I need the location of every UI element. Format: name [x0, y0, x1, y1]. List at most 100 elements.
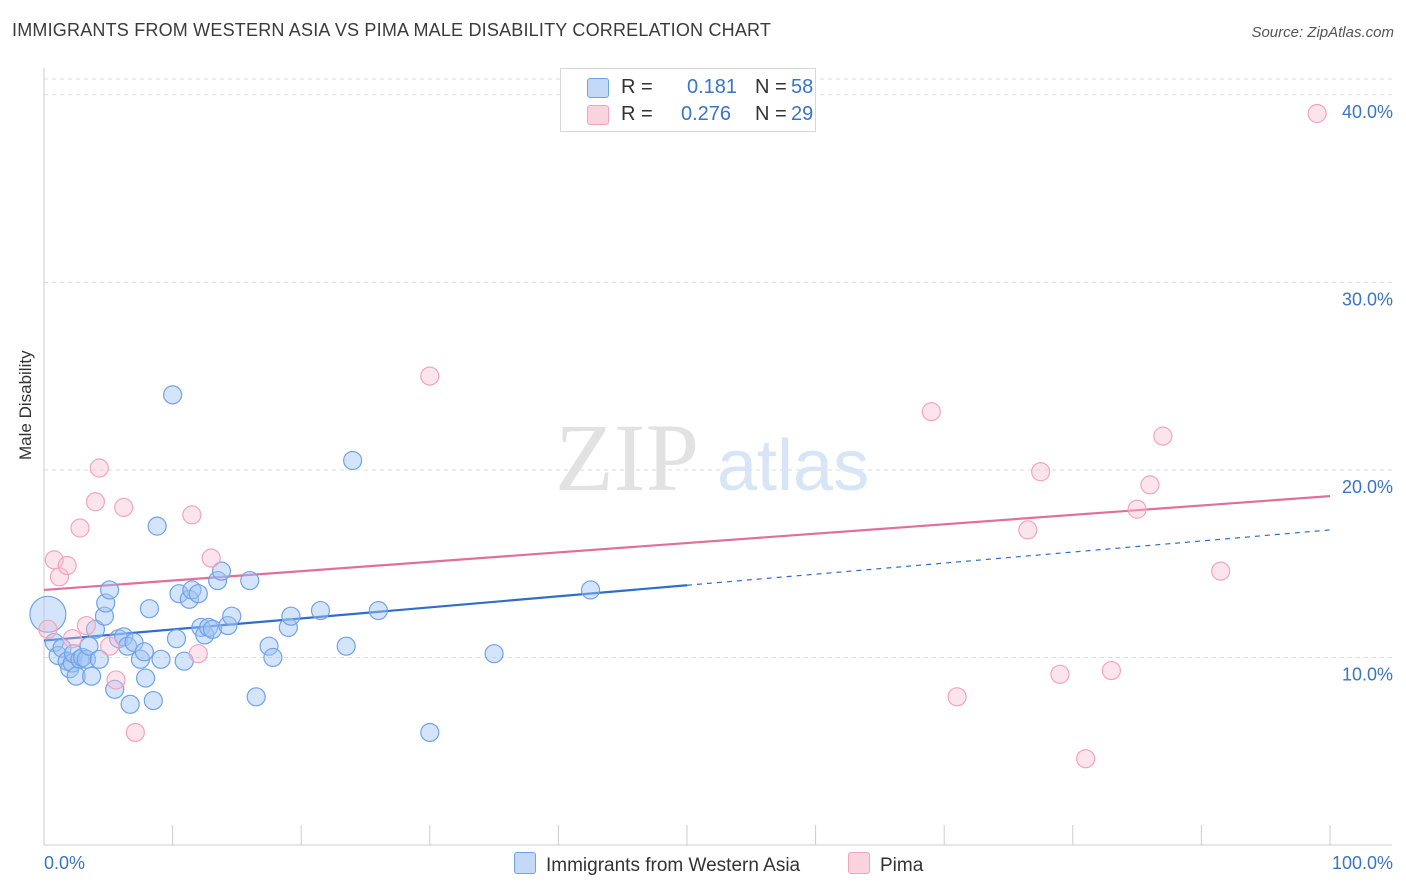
- y-tick-label: 40.0%: [1342, 102, 1393, 122]
- axes: [43, 68, 1392, 846]
- y-tick-label: 10.0%: [1342, 664, 1393, 684]
- watermark-atlas: atlas: [717, 426, 869, 506]
- bottom-legend-series-2: Pima: [848, 852, 923, 877]
- data-point-series-1: [208, 570, 228, 591]
- data-point-series-2: [182, 505, 202, 525]
- data-point-series-2: [1076, 749, 1096, 769]
- data-point-series-1: [484, 644, 504, 664]
- data-point-series-1: [278, 617, 298, 638]
- bottom-legend-label-2: Pima: [880, 855, 924, 876]
- data-point-series-1: [281, 606, 301, 626]
- data-point-series-1: [114, 627, 134, 647]
- data-point-series-2: [85, 492, 106, 512]
- legend-r-value-2: 0.276: [681, 103, 732, 125]
- data-point-series-2: [99, 636, 120, 656]
- bottom-legend-series-1: Immigrants from Western Asia: [514, 852, 800, 877]
- data-point-series-1: [263, 647, 283, 668]
- data-point-series-1: [420, 722, 440, 743]
- chart-title: IMMIGRANTS FROM WESTERN ASIA VS PIMA MAL…: [12, 20, 772, 40]
- bottom-legend-swatch-1: [514, 852, 536, 874]
- data-point-series-1: [343, 450, 363, 471]
- data-point-series-2: [1018, 520, 1038, 540]
- data-point-series-2: [1101, 660, 1121, 681]
- y-tick-label: 20.0%: [1342, 477, 1393, 497]
- x-tick-label-min: 0.0%: [44, 853, 85, 873]
- data-point-series-1: [310, 600, 331, 621]
- data-point-series-2: [1211, 561, 1231, 581]
- series-1-swatch: [587, 78, 609, 98]
- trend-line-series-1: [43, 584, 688, 642]
- data-point-series-1: [580, 580, 601, 600]
- grid-lines: [44, 78, 1392, 658]
- data-point-series-1: [211, 561, 232, 581]
- legend-n-value-2: 29: [791, 103, 814, 125]
- data-point-series-1: [202, 619, 223, 639]
- data-point-series-1: [169, 584, 189, 604]
- data-point-series-2: [76, 615, 97, 636]
- data-point-series-1: [246, 687, 266, 707]
- legend-n-label-2: N =: [755, 103, 787, 125]
- bottom-legend-swatch-2: [848, 852, 870, 874]
- data-point-series-2: [420, 366, 440, 386]
- data-point-series-2: [1307, 103, 1327, 124]
- source-label: Source: ZipAtlas.com: [1251, 24, 1394, 41]
- data-point-series-2: [188, 644, 208, 664]
- data-point-series-1: [240, 570, 260, 591]
- data-point-series-2: [38, 619, 58, 639]
- trend-line-series-1-extension: [686, 529, 1331, 586]
- data-point-series-1: [79, 636, 99, 656]
- data-point-series-2: [49, 567, 70, 587]
- data-point-series-2: [70, 518, 90, 538]
- data-point-series-2: [1050, 664, 1070, 684]
- watermark-zip: ZIP: [555, 404, 699, 511]
- data-point-series-1: [336, 636, 356, 656]
- data-point-series-1: [99, 580, 120, 600]
- data-point-series-2: [1127, 499, 1147, 519]
- y-tick-label: 30.0%: [1342, 289, 1393, 309]
- series-2-swatch: [587, 105, 609, 125]
- data-point-series-1: [163, 385, 183, 405]
- data-point-series-2: [1153, 426, 1173, 446]
- y-axis-label: Male Disability: [16, 350, 35, 460]
- trend-line-series-2: [43, 495, 1331, 592]
- data-point-series-2: [89, 458, 109, 478]
- data-point-series-1: [368, 600, 388, 621]
- data-point-series-2: [125, 722, 145, 743]
- data-point-series-2: [57, 555, 77, 576]
- legend-r-label-2: R =: [621, 103, 653, 125]
- data-point-series-1: [29, 595, 67, 633]
- data-point-series-2: [201, 548, 221, 568]
- data-point-series-1: [166, 629, 187, 649]
- data-point-series-2: [114, 497, 134, 517]
- legend-r-value-1: 0.181: [687, 76, 738, 98]
- data-points: [29, 103, 1327, 769]
- data-point-series-2: [947, 687, 967, 707]
- data-point-series-2: [921, 402, 941, 422]
- data-point-series-2: [1140, 475, 1160, 495]
- x-tick-label-max: 100.0%: [1332, 853, 1393, 873]
- legend-n-label-1: N =: [755, 76, 787, 98]
- bottom-legend-label-1: Immigrants from Western Asia: [546, 855, 801, 876]
- tick-labels: 10.0% 20.0% 30.0% 40.0% 0.0% 100.0%: [44, 102, 1393, 873]
- data-point-series-1: [135, 668, 156, 688]
- data-point-series-1: [188, 584, 208, 604]
- data-point-series-1: [81, 666, 102, 686]
- data-point-series-1: [222, 606, 242, 626]
- data-point-series-2: [62, 629, 82, 649]
- data-point-series-1: [218, 615, 238, 636]
- legend: R = 0.181 N = 58 R = 0.276 N = 29: [560, 68, 816, 132]
- data-point-series-1: [147, 516, 167, 536]
- data-point-series-1: [259, 636, 279, 656]
- data-point-series-2: [106, 670, 126, 690]
- data-point-series-1: [134, 642, 154, 662]
- data-point-series-2: [1031, 462, 1051, 482]
- data-point-series-1: [139, 599, 160, 619]
- data-point-series-1: [120, 694, 140, 714]
- data-point-series-1: [151, 649, 171, 669]
- legend-r-label-1: R =: [621, 76, 653, 98]
- trend-lines: [43, 495, 1331, 642]
- data-point-series-1: [89, 649, 109, 669]
- legend-n-value-1: 58: [791, 76, 814, 98]
- data-point-series-1: [143, 690, 163, 711]
